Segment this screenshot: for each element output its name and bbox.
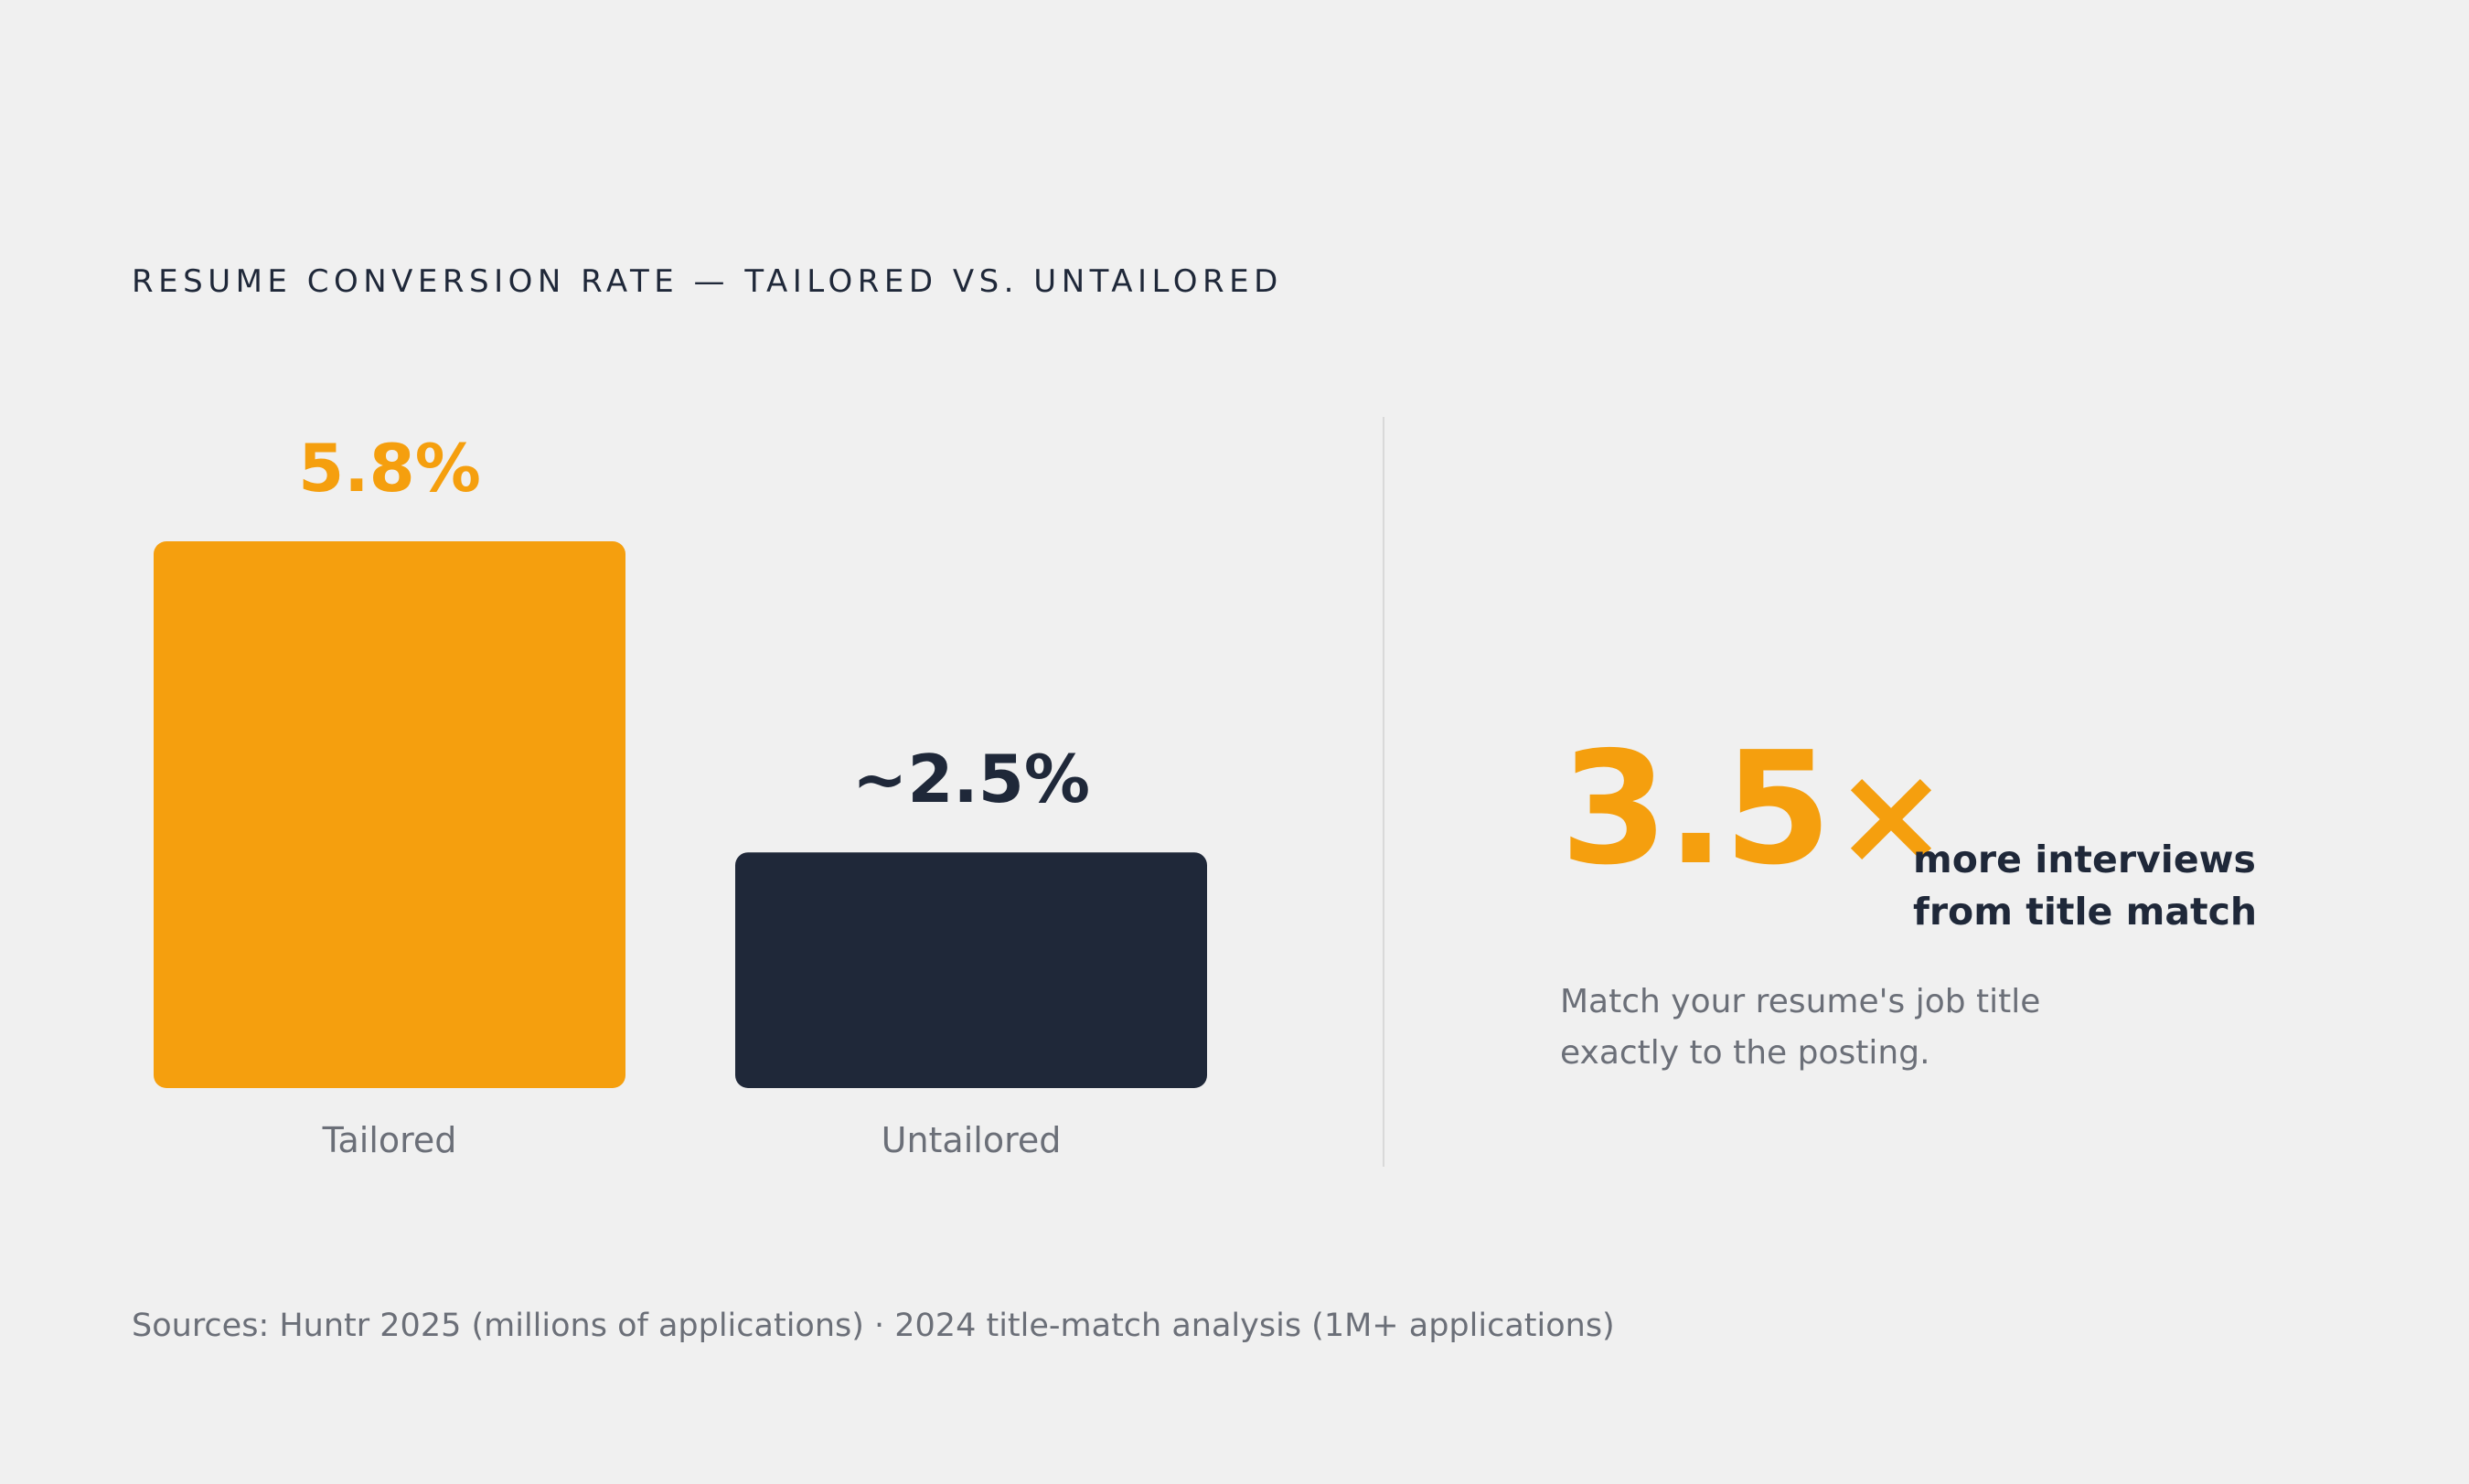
bar-untailored	[735, 852, 1207, 1088]
bar-tailored	[154, 541, 625, 1088]
category-label-tailored: Tailored	[322, 1120, 457, 1160]
divider	[1383, 417, 1384, 1167]
advice-note-line-2: exactly to the posting.	[1560, 1034, 1930, 1072]
advice-note: Match your resume's job title exactly to…	[1560, 977, 2127, 1079]
multiplier-callout: 3.5×	[1560, 731, 1949, 887]
data-label-tailored: 5.8%	[298, 430, 481, 507]
category-label-untailored: Untailored	[882, 1120, 1062, 1160]
advice-note-line-1: Match your resume's job title	[1560, 983, 2041, 1020]
chart-title: RESUME CONVERSION RATE — TAILORED VS. UN…	[132, 263, 1283, 300]
multiplier-caption-line-1: more interviews	[1913, 838, 2256, 881]
multiplier-value: 3.5	[1560, 719, 1832, 900]
data-label-untailored: ~2.5%	[852, 741, 1090, 817]
multiplier-caption: more interviews from title match	[1913, 834, 2297, 938]
sources-footnote: Sources: Huntr 2025 (millions of applica…	[132, 1308, 1615, 1344]
multiplier-symbol: ×	[1833, 736, 1949, 895]
multiplier-caption-line-2: from title match	[1913, 890, 2258, 934]
